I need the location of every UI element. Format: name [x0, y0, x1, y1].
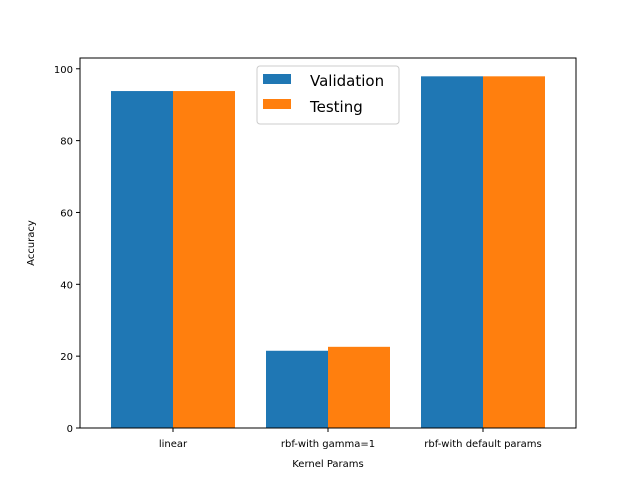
y-axis-label: Accuracy	[26, 220, 37, 266]
y-tick-label: 100	[54, 65, 73, 76]
bar-testing-2	[483, 76, 545, 429]
y-tick-label: 40	[60, 280, 73, 291]
legend-frame	[256, 65, 400, 125]
bar-testing-0	[173, 91, 235, 428]
bar-testing-1	[328, 346, 390, 428]
x-tick-label: rbf-with default params	[424, 439, 541, 450]
y-axis: 0 20 40 60 80 100	[54, 65, 80, 435]
x-axis-label: Kernel Params	[292, 459, 364, 470]
legend-label-validation: Validation	[310, 72, 384, 90]
legend-swatch-validation	[263, 74, 291, 84]
y-tick-label: 20	[60, 352, 73, 363]
y-tick-label: 0	[67, 424, 73, 435]
bar-validation-0	[111, 91, 173, 428]
bars-group	[111, 76, 545, 429]
bar-validation-1	[266, 350, 328, 428]
bar-validation-2	[421, 76, 483, 429]
x-tick-label: rbf-with gamma=1	[281, 439, 375, 450]
legend-swatch-testing	[263, 99, 291, 109]
legend-label-testing: Testing	[309, 98, 363, 116]
y-tick-label: 80	[60, 137, 73, 148]
x-tick-label: linear	[159, 439, 188, 450]
legend: Validation Testing	[256, 65, 400, 125]
y-tick-label: 60	[60, 208, 73, 219]
x-axis: linear rbf-with gamma=1 rbf-with default p…	[159, 428, 542, 450]
